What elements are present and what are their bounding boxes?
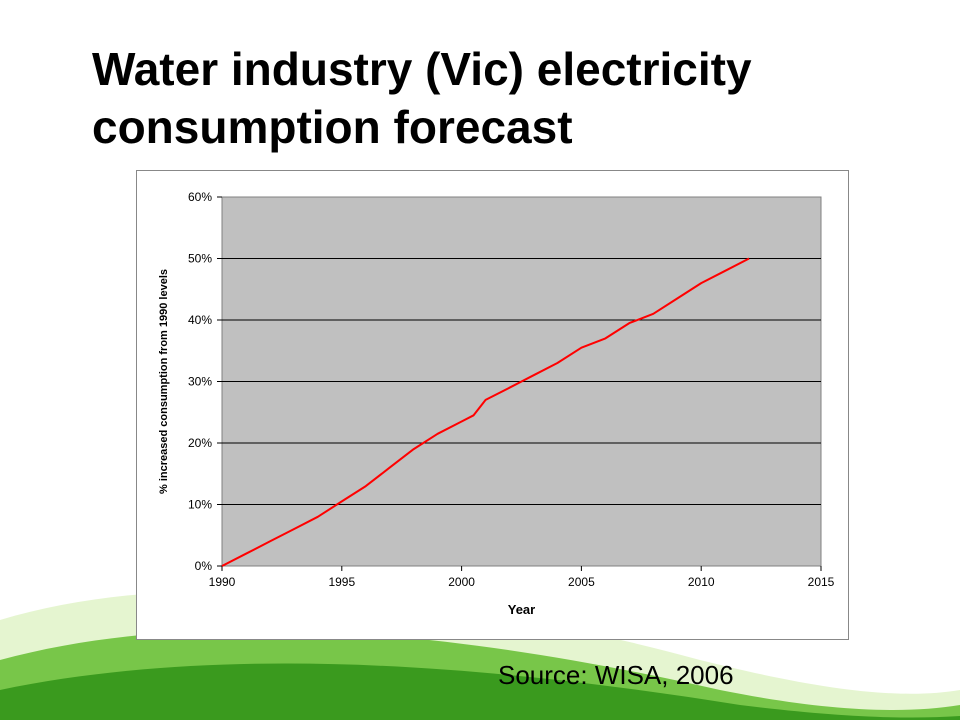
y-tick-label: 10% [188,498,212,512]
x-tick-label: 2015 [808,575,835,589]
y-tick-label: 60% [188,190,212,204]
y-tick-label: 30% [188,375,212,389]
y-tick-label: 20% [188,436,212,450]
background-swoosh-dark [0,663,960,720]
x-tick-label: 1990 [209,575,236,589]
slide-title-line-2: consumption forecast [92,101,573,153]
source-note: Source: WISA, 2006 [498,660,734,690]
line-chart: 0% 10% 20% 30% 40% 50% 60% 1990 1995 2000 2005 2010… [158,190,835,617]
y-axis-title: % increased consumption from 1990 levels [158,269,170,494]
y-tick-label: 0% [195,559,213,573]
x-tick-label: 2005 [568,575,595,589]
chart-frame: 0% 10% 20% 30% 40% 50% 60% 1990 1995 2000 2005 2010… [136,170,849,640]
slide-title-line-1: Water industry (Vic) electricity [92,43,752,95]
x-tick-label: 1995 [328,575,355,589]
x-tick-label: 2000 [448,575,475,589]
series-line [221,257,750,567]
x-axis-title: Year [508,602,535,617]
x-tick-label: 2010 [688,575,715,589]
slide-title: Water industry (Vic) electricity consump… [92,40,912,156]
y-tick-label: 50% [188,252,212,266]
y-tick-label: 40% [188,313,212,327]
